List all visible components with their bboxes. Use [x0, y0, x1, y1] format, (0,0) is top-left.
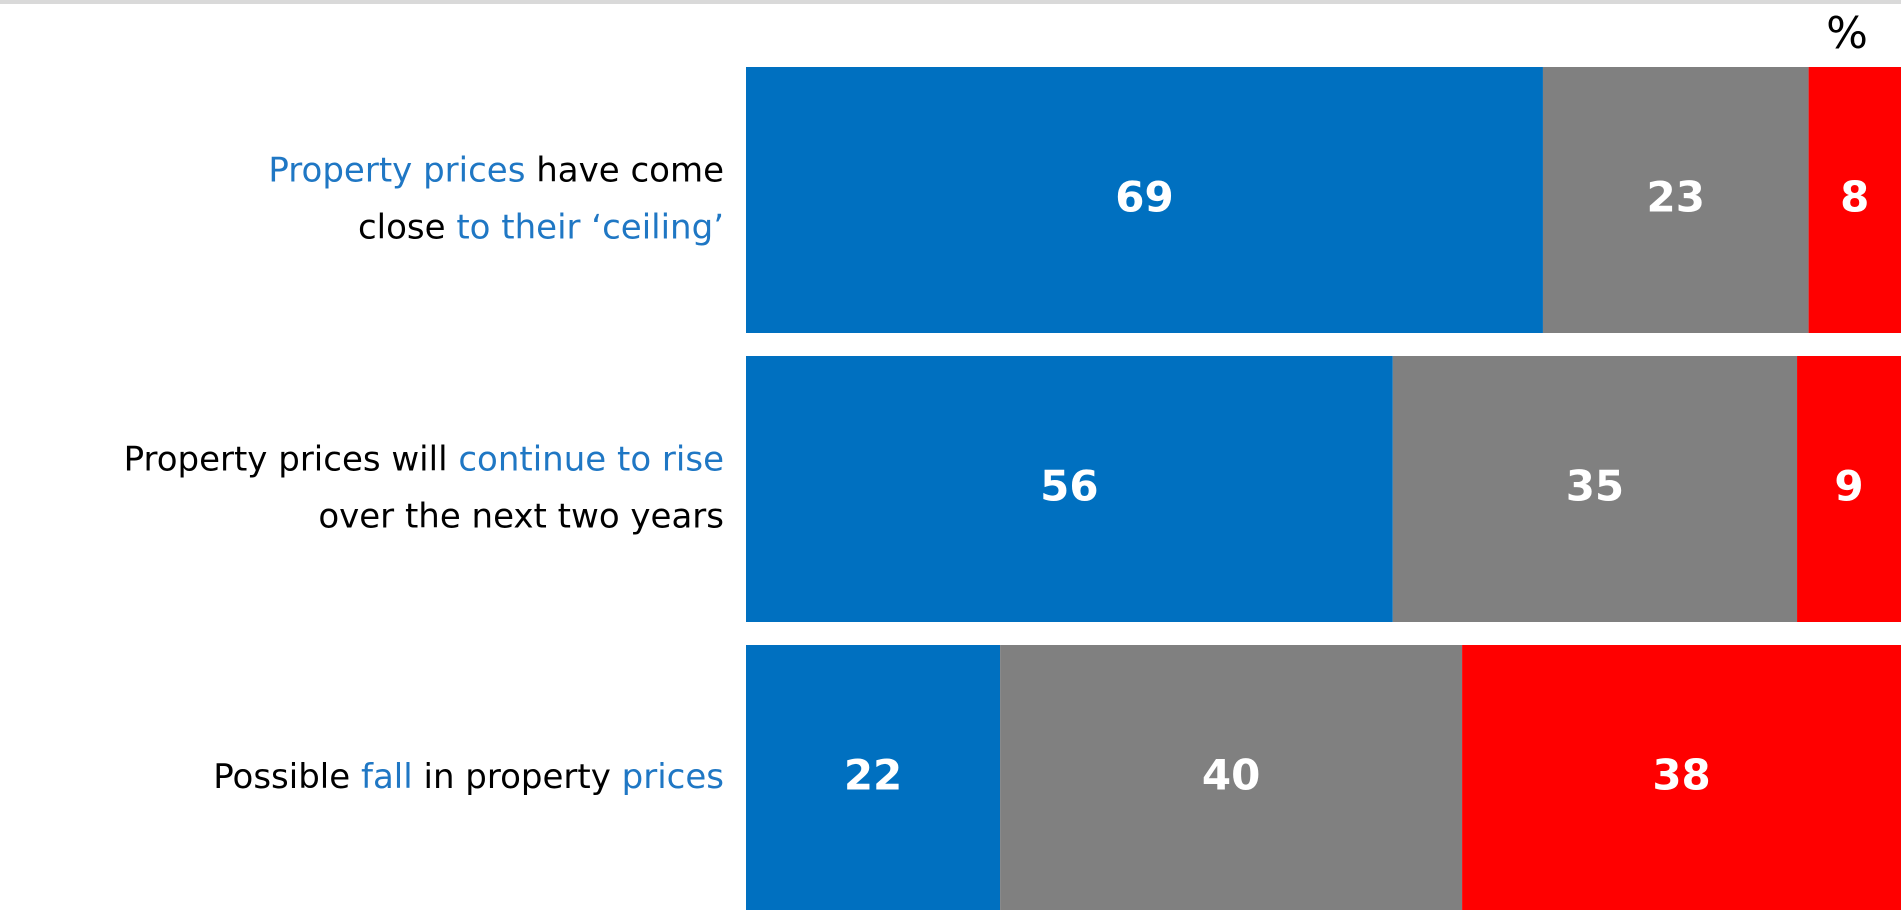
- category-label-part: Property prices will: [124, 439, 459, 479]
- bar-segment: [1797, 356, 1901, 622]
- bar-segment: [1000, 645, 1463, 910]
- category-label-part: close: [358, 207, 456, 247]
- category-label: Property prices will continue to rise: [124, 439, 724, 479]
- category-label-part: Possible: [213, 757, 361, 797]
- top-border: [0, 0, 1901, 4]
- unit-label: %: [1826, 8, 1868, 59]
- data-label: 8: [1840, 173, 1869, 222]
- bar-segment: [1392, 356, 1798, 622]
- category-label-part: continue to rise: [458, 439, 724, 479]
- data-label: 23: [1647, 173, 1705, 222]
- category-label-part: fall: [361, 757, 413, 797]
- data-label: 40: [1202, 751, 1260, 800]
- bar-segment: [746, 67, 1543, 333]
- data-label: 9: [1834, 462, 1863, 511]
- data-label: 22: [844, 751, 902, 800]
- bar-segment: [1542, 67, 1809, 333]
- category-label-part: in property: [413, 757, 622, 797]
- bar-segment: [746, 356, 1393, 622]
- data-label: 69: [1115, 173, 1173, 222]
- category-label-part: prices: [622, 757, 724, 797]
- bar-segment: [1808, 67, 1901, 333]
- category-label-part: have come: [525, 150, 724, 190]
- category-label-part: to their ‘ceiling’: [456, 207, 724, 247]
- data-label: 35: [1566, 462, 1624, 511]
- data-label: 56: [1040, 462, 1098, 511]
- category-label: Possible fall in property prices: [213, 757, 724, 797]
- bar-segment: [746, 645, 1001, 910]
- bar-segment: [1462, 645, 1901, 910]
- category-label: over the next two years: [318, 496, 724, 536]
- category-label-part: over the next two years: [318, 496, 724, 536]
- category-label: close to their ‘ceiling’: [358, 207, 724, 247]
- category-label: Property prices have come: [268, 150, 724, 190]
- data-label: 38: [1652, 751, 1710, 800]
- category-label-part: Property prices: [268, 150, 525, 190]
